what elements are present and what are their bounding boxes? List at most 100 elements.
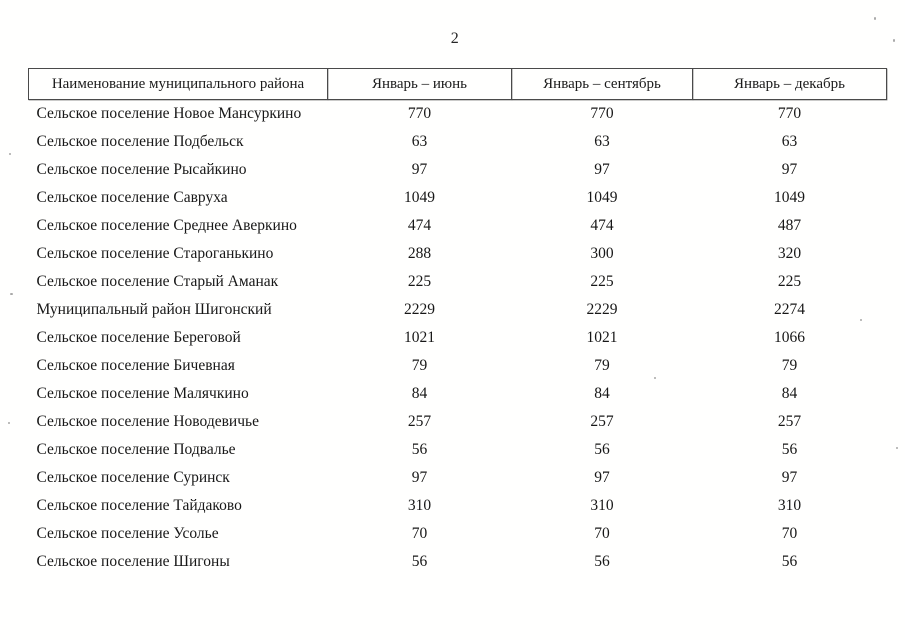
value-cell: 97 [594,469,610,486]
value-cell: 70 [781,525,798,542]
value-cell: 225 [590,273,614,290]
value-cell: 288 [407,245,432,262]
scan-speck [8,422,10,424]
table-row: Сельское поселение Староганькино 288 300 32… [29,240,887,268]
value-cell: 310 [777,497,802,514]
scan-speck [874,17,876,20]
settlement-name-cell: Сельское поселение Новое Мансуркино [36,105,302,122]
value-cell: 63 [781,133,798,150]
page-number: 2 [450,30,460,47]
value-cell: 84 [411,385,428,402]
scan-speck [893,39,895,42]
value-cell: 97 [411,469,428,486]
settlement-name-cell: Сельское поселение Усолье [36,525,219,542]
table-row: Сельское поселение Среднее Аверкино 474 47… [29,212,887,240]
settlement-name-cell: Сельское поселение Старый Аманак [36,273,279,290]
value-cell: 97 [781,161,798,178]
value-cell: 63 [411,133,428,150]
value-cell: 770 [407,105,432,122]
table-row: Муниципальный район Шигонский 2229 2229 227… [29,296,887,324]
value-cell: 84 [594,385,610,402]
value-cell: 474 [590,217,614,234]
value-cell: 56 [594,553,610,570]
table-row: Сельское поселение Рысайкино 97 97 97 [29,156,887,184]
scan-speck [9,153,11,155]
table-row: Сельское поселение Подвалье 56 56 56 [29,436,887,464]
settlement-name-cell: Сельское поселение Подбельск [36,133,244,150]
table-row: Сельское поселение Новое Мансуркино 770 77… [29,100,887,129]
settlement-name-cell: Сельское поселение Шигоны [36,553,230,570]
value-cell: 1049 [774,189,805,206]
scan-speck [860,319,862,321]
value-cell: 56 [411,553,428,570]
value-cell: 56 [594,441,610,458]
table-row: Сельское поселение Савруха 1049 1049 1049 [29,184,887,212]
settlement-name-cell: Сельское поселение Среднее Аверкино [36,217,297,234]
value-cell: 487 [777,217,802,234]
scan-speck [896,447,898,449]
settlement-name-cell: Сельское поселение Тайдаково [36,497,242,514]
value-cell: 1021 [404,329,435,346]
value-cell: 63 [594,133,610,150]
value-cell: 97 [411,161,428,178]
value-cell: 1049 [404,189,435,206]
settlement-name-cell: Сельское поселение Малячкино [36,385,249,402]
settlement-name-cell: Сельское поселение Береговой [36,329,241,346]
value-cell: 79 [411,357,428,374]
value-cell: 1021 [586,329,618,346]
value-cell: 1066 [774,329,805,346]
settlement-name-cell: Сельское поселение Подвалье [36,441,236,458]
header-jan-dec: Январь – декабрь [692,68,887,100]
value-cell: 79 [594,357,610,374]
value-cell: 300 [590,245,614,262]
value-cell: 84 [781,385,798,402]
table-row: Сельское поселение Бичевная 79 79 79 [29,352,887,380]
settlement-name-cell: Сельское поселение Староганькино [36,245,274,262]
table-header: Наименование муниципального района Январ… [28,68,887,100]
table-header-row: Наименование муниципального района Январ… [28,68,887,100]
value-cell: 2229 [404,301,435,318]
value-cell: 79 [781,357,798,374]
value-cell: 770 [590,105,614,122]
value-cell: 70 [411,525,428,542]
value-cell: 257 [407,413,432,430]
settlement-name-cell: Муниципальный район Шигонский [36,301,272,318]
value-cell: 56 [781,441,798,458]
value-cell: 56 [781,553,798,570]
value-cell: 225 [777,273,802,290]
scan-speck [10,293,13,295]
value-cell: 320 [777,245,802,262]
value-cell: 310 [407,497,432,514]
value-cell: 1049 [586,189,618,206]
table-row: Сельское поселение Усолье 70 70 70 [29,520,887,548]
table-row: Сельское поселение Старый Аманак 225 225 22… [29,268,887,296]
value-cell: 97 [781,469,798,486]
table-row: Сельское поселение Береговой 1021 1021 1066 [29,324,887,352]
settlement-name-cell: Сельское поселение Рысайкино [36,161,247,178]
value-cell: 225 [407,273,432,290]
table-row: Сельское поселение Тайдаково 310 310 310 [29,492,887,520]
header-district-name: Наименование муниципального района [28,68,328,100]
settlement-name-cell: Сельское поселение Суринск [36,469,230,486]
table-body: Сельское поселение Новое Мансуркино 770 77… [29,100,887,577]
header-jan-jun: Январь – июнь [327,68,512,100]
table-row: Сельское поселение Шигоны 56 56 56 [29,548,887,576]
table-row: Сельское поселение Новодевичье 257 257 257 [29,408,887,436]
value-cell: 770 [777,105,802,122]
scan-speck [654,377,656,379]
value-cell: 310 [590,497,614,514]
settlement-name-cell: Сельское поселение Новодевичье [36,413,259,430]
value-cell: 97 [594,161,610,178]
table-row: Сельское поселение Суринск 97 97 97 [29,464,887,492]
value-cell: 2274 [774,301,805,318]
value-cell: 257 [590,413,614,430]
value-cell: 257 [777,413,802,430]
value-cell: 474 [407,217,432,234]
table-row: Сельское поселение Малячкино 84 84 84 [29,380,887,408]
table-row: Сельское поселение Подбельск 63 63 63 [29,128,887,156]
settlement-name-cell: Сельское поселение Савруха [36,189,228,206]
value-cell: 2229 [586,301,618,318]
municipal-report-table: Наименование муниципального района Январ… [28,68,887,576]
header-jan-sep: Январь – сентябрь [511,68,693,100]
